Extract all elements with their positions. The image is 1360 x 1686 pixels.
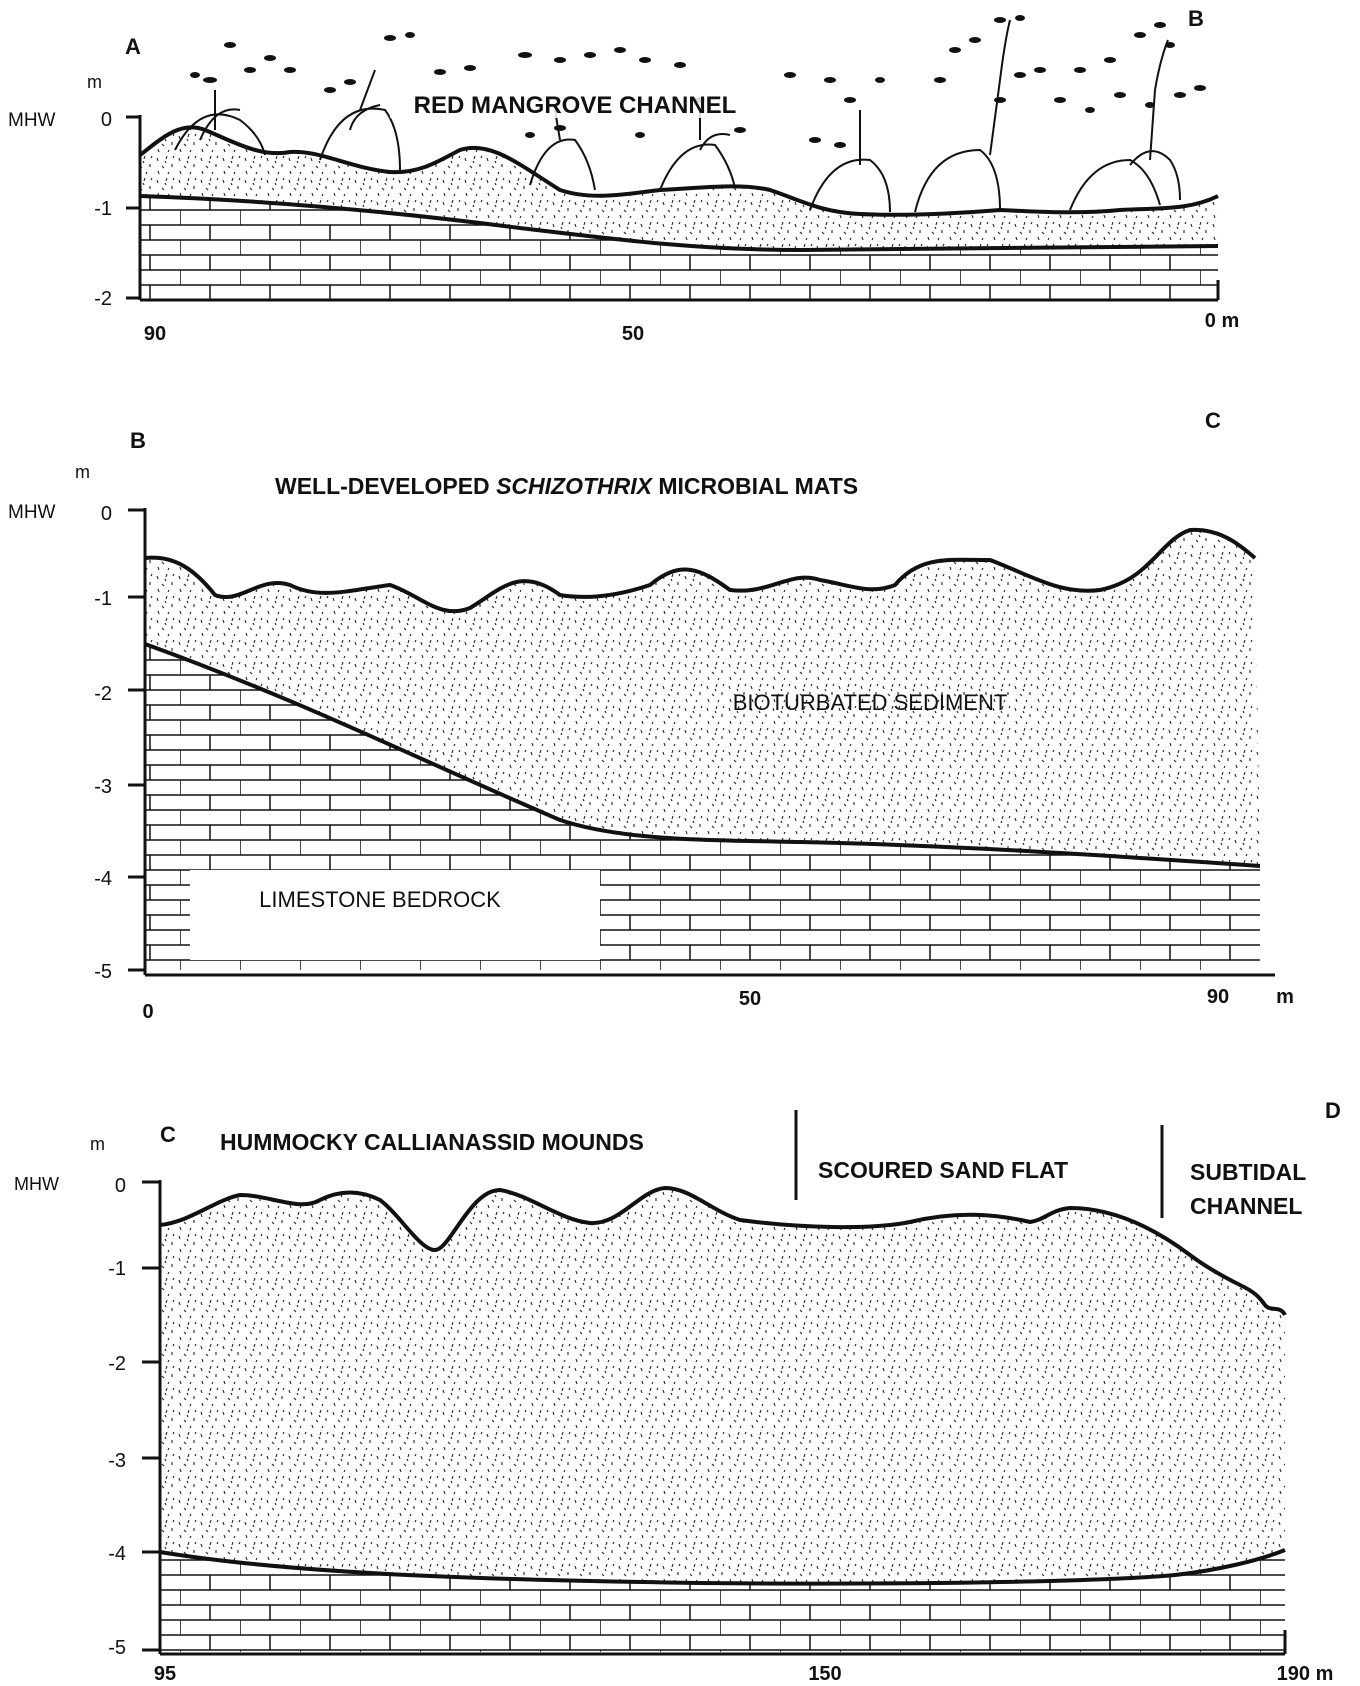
y-tick-label: -1 bbox=[108, 1258, 126, 1280]
panel-title: WELL-DEVELOPED SCHIZOTHRIX MICROBIAL MAT… bbox=[275, 473, 858, 499]
sediment-surface bbox=[138, 125, 1219, 217]
y-tick-label: 0 bbox=[115, 1175, 126, 1197]
zone-label-channel: CHANNEL bbox=[1190, 1193, 1302, 1219]
sediment-fill bbox=[145, 529, 1260, 866]
x-axis-unit: m bbox=[1276, 986, 1294, 1008]
axis-unit: m bbox=[87, 72, 102, 92]
sediment-surface bbox=[144, 527, 1257, 614]
datum-label: MHW bbox=[14, 1174, 59, 1194]
sediment-surface bbox=[159, 1185, 1287, 1317]
datum-label: MHW bbox=[8, 110, 56, 131]
title-part: MICROBIAL MATS bbox=[652, 473, 858, 499]
x-tick-labels: 95 150 190 m bbox=[154, 1663, 1333, 1685]
corner-label-left: B bbox=[130, 428, 146, 453]
x-tick-label: 90 bbox=[1207, 986, 1229, 1008]
y-tick-label: -2 bbox=[94, 683, 112, 705]
x-tick-label: 90 bbox=[144, 323, 166, 345]
x-tick-label: 50 bbox=[622, 323, 644, 345]
x-tick-label: 50 bbox=[739, 988, 761, 1010]
panel-b-axes bbox=[128, 508, 1275, 977]
y-tick-label: -2 bbox=[94, 288, 112, 310]
x-tick-label: 0 bbox=[142, 1001, 153, 1023]
y-tick-labels: 0 -1 -2 -3 -4 -5 bbox=[94, 503, 112, 983]
axis-unit: m bbox=[75, 462, 90, 482]
panel-a-b: A B m MHW 0 -1 -2 bbox=[8, 6, 1239, 345]
bedrock-contact bbox=[144, 642, 1261, 868]
y-tick-label: -1 bbox=[94, 198, 112, 220]
bedrock-contact bbox=[139, 194, 1219, 253]
zone-label-mounds: HUMMOCKY CALLIANASSID MOUNDS bbox=[220, 1129, 644, 1155]
bedrock-contact bbox=[159, 1548, 1286, 1586]
y-tick-label: -3 bbox=[94, 776, 112, 798]
x-tick-labels: 0 50 90 m bbox=[142, 986, 1293, 1023]
y-tick-label: -5 bbox=[94, 961, 112, 983]
panel-a-axes bbox=[126, 115, 1220, 302]
datum-label: MHW bbox=[8, 502, 56, 523]
mangrove-leaves bbox=[190, 15, 1206, 148]
corner-label-left: A bbox=[125, 34, 141, 59]
sediment-fill bbox=[160, 1188, 1285, 1584]
sediment-label: BIOTURBATED SEDIMENT bbox=[733, 690, 1008, 715]
y-tick-label: -1 bbox=[94, 588, 112, 610]
axis-unit: m bbox=[90, 1134, 105, 1154]
panel-c-axes bbox=[142, 1180, 1287, 1656]
sediment-fill bbox=[140, 127, 1218, 250]
panel-c-d: C D m MHW HUMMOCKY CALLIANASSID MOUNDS S… bbox=[14, 1098, 1341, 1685]
y-tick-labels: 0 -1 -2 -3 -4 -5 bbox=[108, 1175, 126, 1659]
y-tick-label: -5 bbox=[108, 1637, 126, 1659]
x-tick-label: 0 m bbox=[1205, 310, 1239, 332]
y-tick-label: -3 bbox=[108, 1450, 126, 1472]
y-tick-label: 0 bbox=[101, 503, 112, 525]
zone-label-sand-flat: SCOURED SAND FLAT bbox=[818, 1157, 1068, 1183]
corner-label-left: C bbox=[160, 1122, 176, 1147]
title-taxon: SCHIZOTHRIX bbox=[496, 473, 654, 499]
panel-title: RED MANGROVE CHANNEL bbox=[414, 92, 737, 119]
corner-label-right: C bbox=[1205, 408, 1221, 433]
limestone-bedrock bbox=[160, 1550, 1285, 1652]
title-part: WELL-DEVELOPED bbox=[275, 473, 496, 499]
mangrove-trees bbox=[174, 19, 1181, 213]
y-tick-label: 0 bbox=[101, 109, 112, 131]
x-tick-label: 95 bbox=[154, 1663, 176, 1685]
bedrock-label: LIMESTONE BEDROCK bbox=[259, 887, 501, 912]
x-tick-label: 150 bbox=[808, 1663, 841, 1685]
corner-label-right: D bbox=[1325, 1098, 1341, 1123]
y-tick-label: -4 bbox=[108, 1543, 126, 1565]
corner-label-right: B bbox=[1188, 6, 1204, 31]
zone-label-subtidal: SUBTIDAL bbox=[1190, 1159, 1306, 1185]
y-tick-label: -4 bbox=[94, 868, 112, 890]
x-tick-label: 190 m bbox=[1277, 1663, 1334, 1685]
limestone-bedrock bbox=[140, 196, 1218, 300]
y-tick-label: -2 bbox=[108, 1353, 126, 1375]
panel-b-c: B C m MHW WELL-DEVELOPED SCHIZOTHRIX MIC… bbox=[8, 408, 1294, 1023]
bedrock-label-bg bbox=[190, 870, 600, 960]
